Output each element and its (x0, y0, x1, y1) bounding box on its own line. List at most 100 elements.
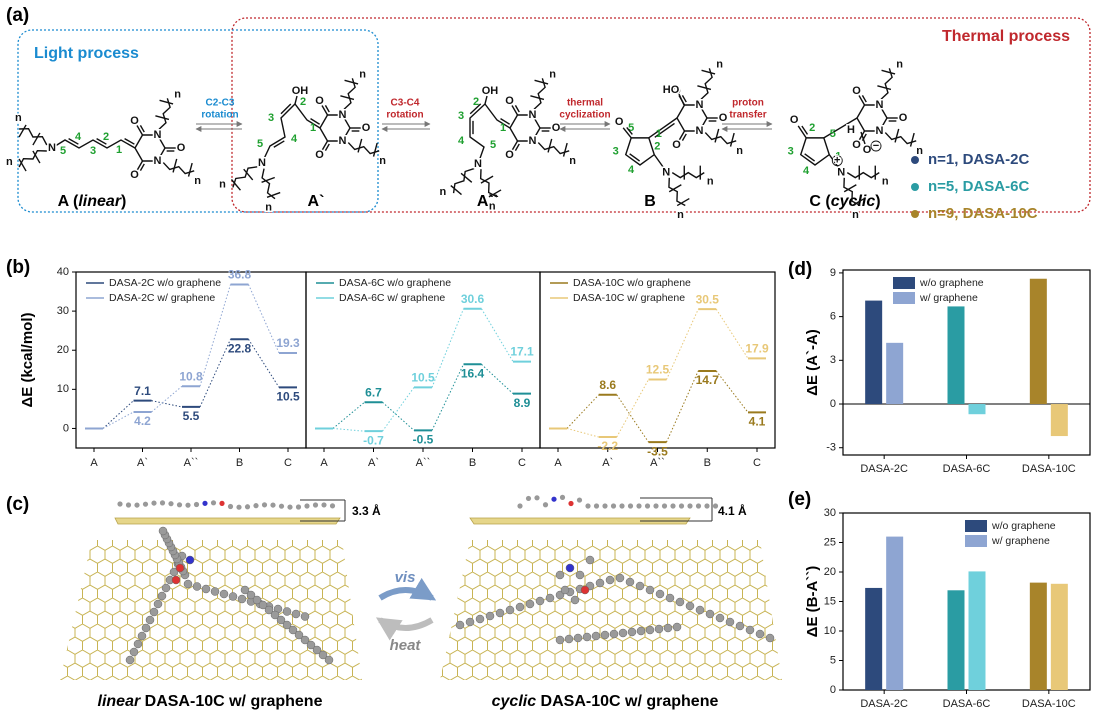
bond (344, 79, 359, 85)
atom-label: N (48, 142, 56, 154)
atom-ball (306, 640, 316, 650)
bond (372, 142, 378, 157)
x-tick-label: A (90, 457, 98, 469)
label-part: C ( (809, 193, 831, 210)
connector (102, 411, 134, 429)
position-label: 1 (500, 122, 506, 134)
x-tick-label: C (518, 457, 526, 469)
atom-ball (565, 563, 575, 573)
x-tick-label: C (284, 457, 292, 469)
legend-label: DASA-10C w/ graphene (573, 292, 685, 304)
atom-ball (158, 526, 168, 536)
atom-label: − (873, 140, 879, 152)
position-label: 3 (268, 112, 274, 124)
value-label: 14.7 (696, 373, 720, 387)
bond (32, 150, 41, 164)
atom-label: N (662, 167, 670, 179)
bond (488, 189, 502, 198)
atom-ball (149, 607, 159, 617)
y-tick-label: 5 (830, 654, 836, 666)
x-tick-label: B (469, 457, 476, 469)
bond (880, 68, 893, 100)
bond (243, 168, 254, 181)
atom-ball (570, 595, 580, 605)
step-label: proton (732, 98, 764, 109)
label-part: ) (875, 193, 880, 210)
bond (843, 184, 857, 193)
bond (511, 105, 519, 116)
vis-label: vis (395, 569, 416, 586)
value-label: 8.6 (599, 378, 616, 392)
atom-label: N (696, 125, 704, 137)
position-label: 3 (613, 146, 619, 158)
atom-ball (687, 503, 693, 509)
graphene-sheet (440, 540, 782, 680)
bond (51, 139, 136, 149)
bond (484, 95, 488, 105)
atom-ball (185, 502, 191, 508)
atom-ball (653, 503, 659, 509)
position-label: 2 (654, 141, 660, 153)
atom-ball (485, 611, 495, 621)
bond (294, 95, 298, 105)
atom-ball (609, 629, 619, 639)
connector (431, 308, 464, 388)
atom-label: O (552, 122, 561, 134)
x-tick-label: A (320, 457, 328, 469)
atom-ball (157, 591, 167, 601)
bond (861, 95, 867, 103)
connector (199, 284, 231, 387)
structure-label: A`` (477, 193, 499, 210)
atom-ball (745, 625, 755, 635)
bond (626, 127, 633, 135)
position-label: 1 (310, 122, 316, 134)
value-label: 7.1 (134, 384, 151, 398)
position-label: 2 (103, 131, 109, 143)
atom-ball (755, 629, 765, 639)
atom-ball (585, 555, 595, 565)
position-label: 4 (628, 164, 635, 176)
atom-ball (312, 645, 322, 655)
connector (715, 370, 749, 413)
atom-ball (672, 622, 682, 632)
panel-label: (c) (6, 494, 29, 515)
label-part: A ( (58, 193, 79, 210)
y-tick-label: 6 (830, 311, 836, 323)
bond (823, 117, 858, 139)
position-label: 5 (60, 145, 66, 157)
bond (676, 197, 690, 207)
legend-label: DASA-2C w/ graphene (109, 292, 215, 304)
bond (159, 99, 174, 105)
bond (828, 154, 840, 170)
bond (697, 85, 712, 91)
atom-ball (636, 503, 642, 509)
bond (460, 172, 473, 183)
bond (18, 158, 27, 172)
position-label: 4 (803, 165, 810, 177)
bond (32, 132, 41, 146)
atom-ball (312, 502, 319, 508)
atom-ball (300, 612, 310, 621)
value-label: -0.5 (413, 433, 434, 447)
atom-ball (534, 495, 540, 501)
bond (261, 168, 276, 200)
position-label: 5 (628, 122, 634, 134)
atom-ball (655, 589, 665, 599)
bar (947, 306, 965, 405)
bond (530, 95, 545, 101)
charge-ring (870, 140, 882, 152)
bond (671, 171, 705, 179)
bond (846, 171, 880, 179)
caption-part: DASA-10C w/ graphene (536, 693, 718, 710)
x-tick-label: A`` (184, 457, 199, 469)
bond (261, 102, 321, 164)
atom-label: n (707, 176, 714, 188)
x-tick-label: A` (602, 457, 613, 469)
value-label: 4.2 (134, 414, 151, 428)
bond (261, 176, 275, 183)
atom-ball (291, 609, 301, 619)
structure-label: B (644, 193, 656, 210)
label-part: linear (78, 193, 121, 210)
step-label: thermal (567, 98, 603, 109)
